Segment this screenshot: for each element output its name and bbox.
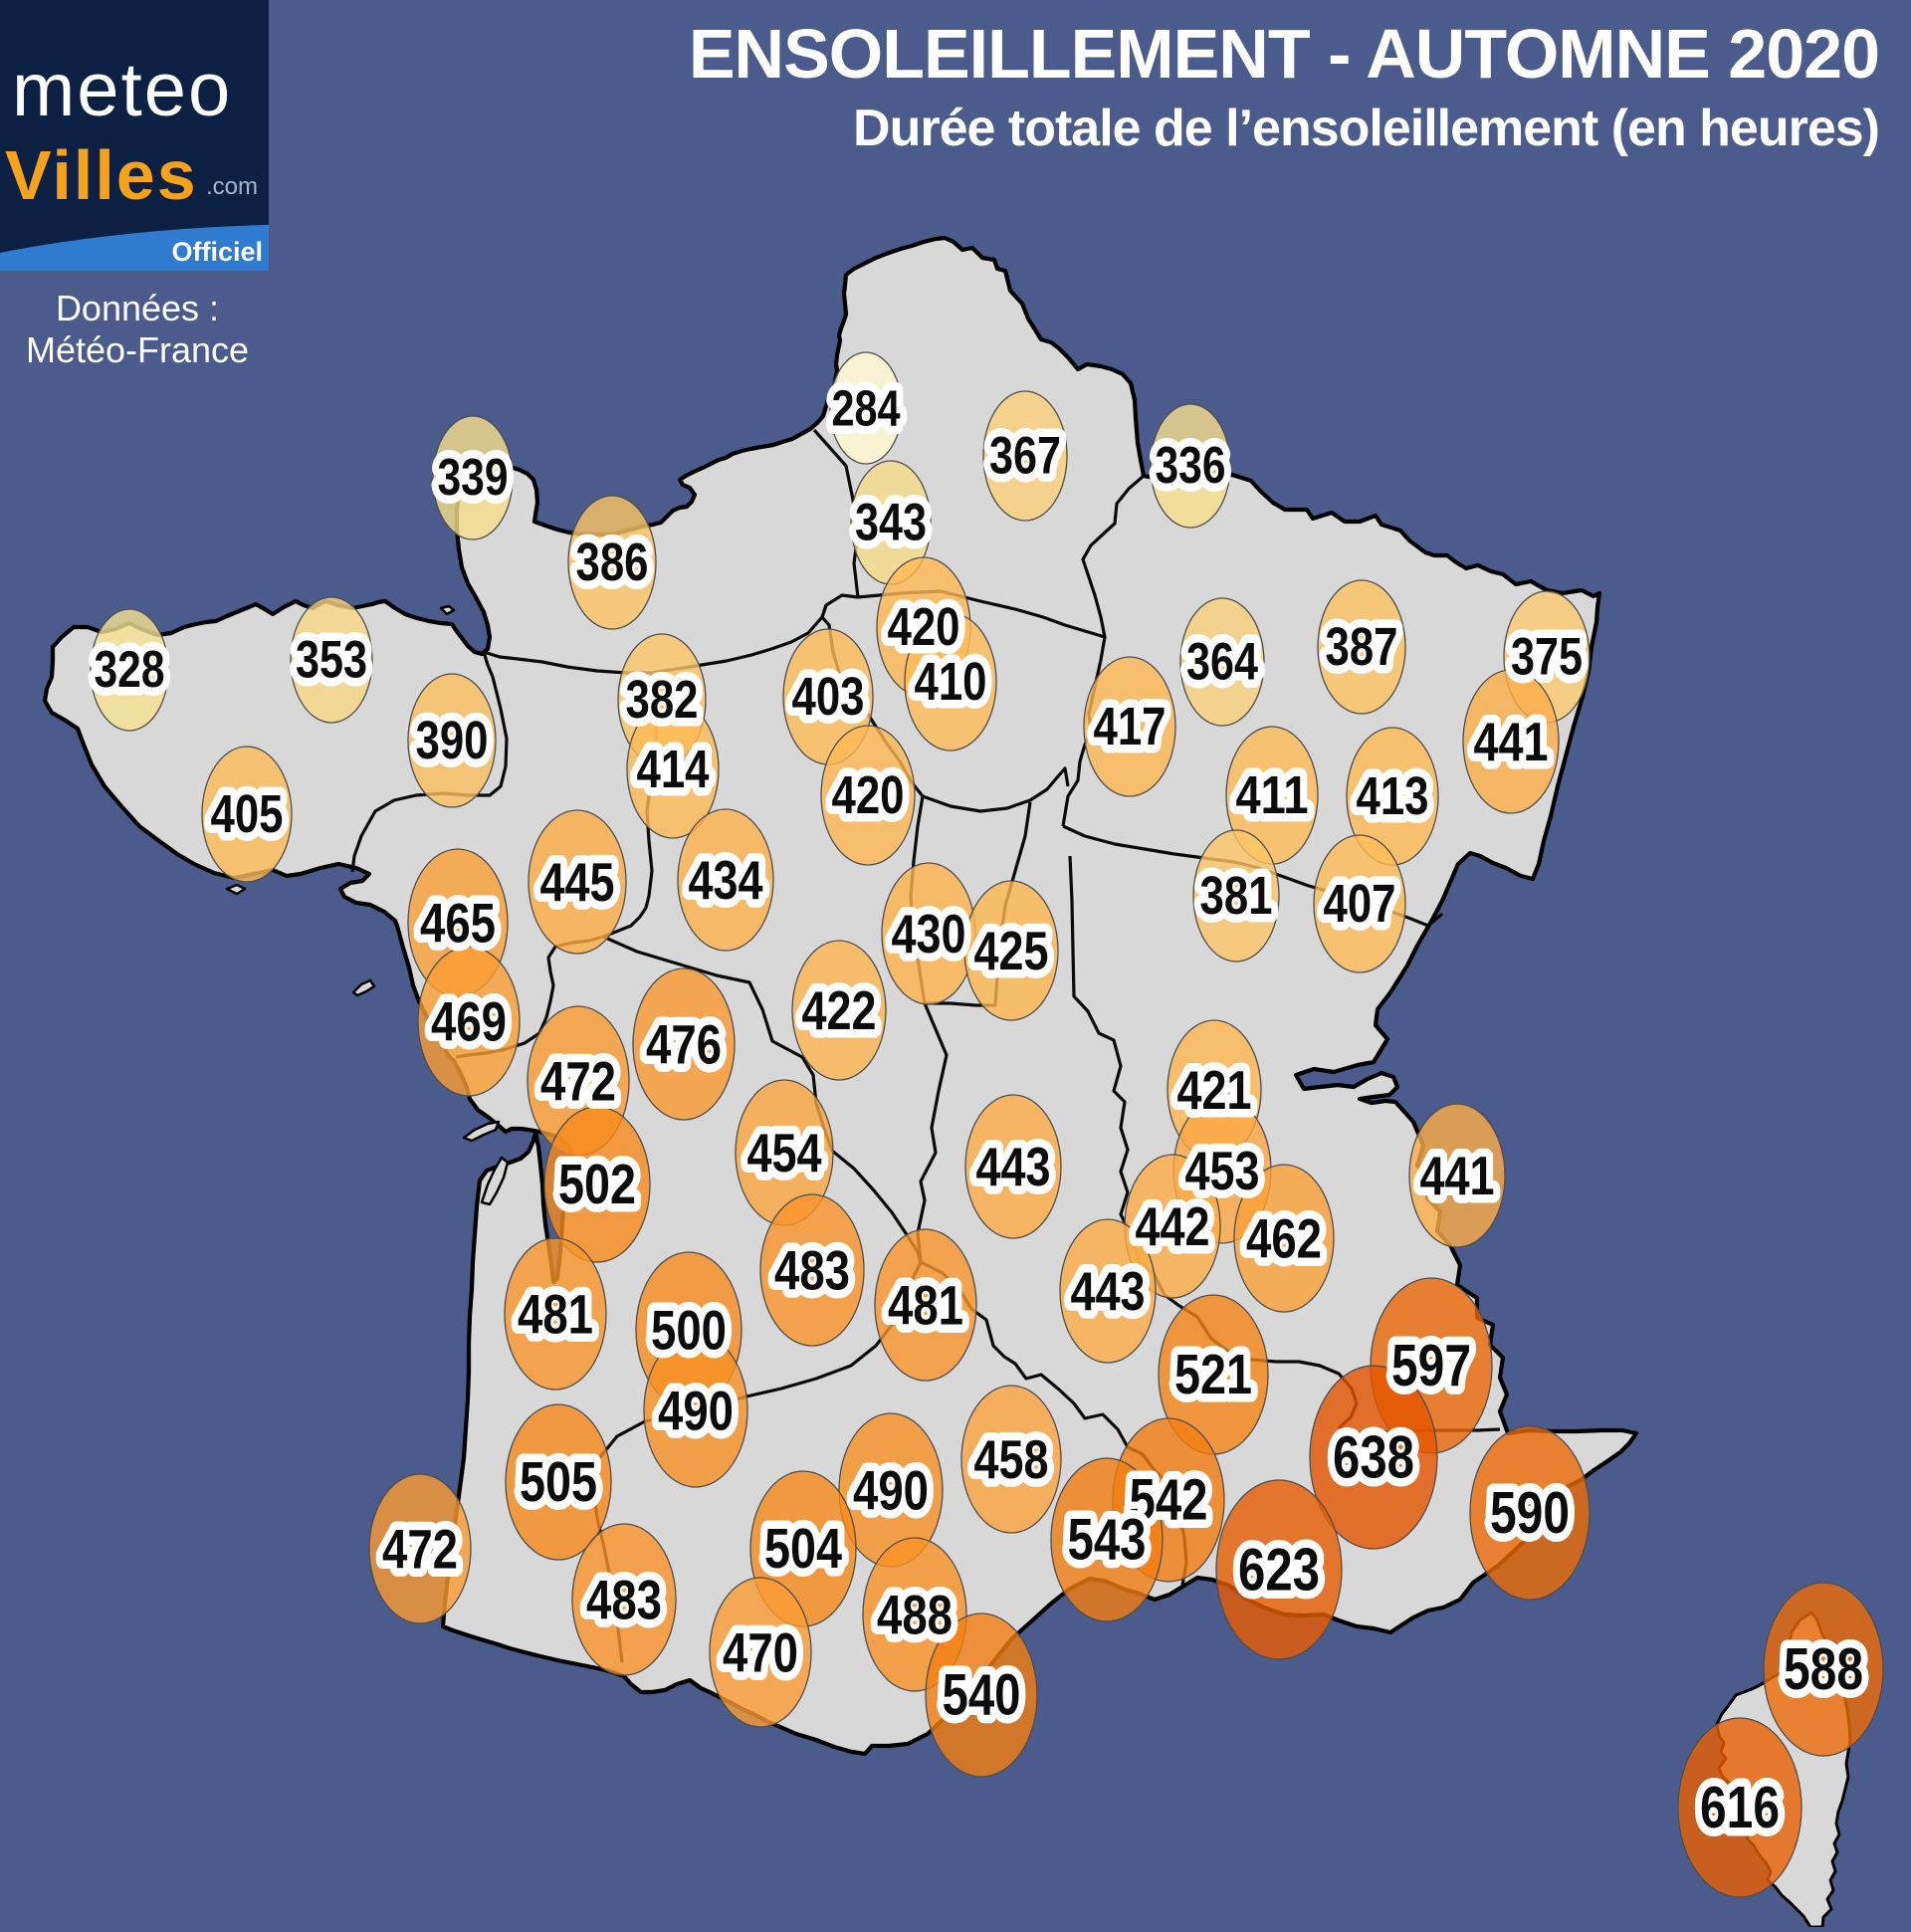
svg-text:343: 343 [855, 494, 927, 552]
svg-text:382: 382 [626, 670, 699, 730]
svg-text:481: 481 [518, 1283, 593, 1346]
svg-text:387: 387 [1326, 617, 1398, 677]
svg-text:469: 469 [431, 990, 507, 1053]
svg-text:458: 458 [974, 1428, 1049, 1490]
svg-text:328: 328 [95, 641, 165, 699]
svg-text:.com: .com [206, 173, 258, 200]
svg-text:353: 353 [296, 631, 367, 690]
svg-text:336: 336 [1156, 437, 1226, 495]
svg-text:542: 542 [1130, 1468, 1208, 1533]
svg-text:403: 403 [792, 667, 865, 727]
svg-text:505: 505 [520, 1450, 597, 1514]
svg-text:430: 430 [892, 903, 966, 965]
svg-text:Villes: Villes [5, 136, 198, 214]
svg-text:623: 623 [1238, 1537, 1320, 1604]
svg-text:meteo: meteo [12, 48, 232, 132]
svg-text:488: 488 [877, 1584, 953, 1646]
svg-text:Météo-France: Météo-France [26, 329, 249, 370]
svg-text:481: 481 [888, 1274, 963, 1337]
svg-text:284: 284 [832, 380, 902, 437]
svg-text:470: 470 [723, 1621, 798, 1684]
svg-text:Données :: Données : [56, 288, 219, 328]
svg-text:386: 386 [576, 533, 649, 592]
svg-text:465: 465 [420, 892, 496, 955]
svg-text:434: 434 [689, 849, 763, 911]
svg-text:405: 405 [211, 784, 284, 844]
svg-text:Durée totale de l’ensoleilleme: Durée totale de l’ensoleillement (en heu… [853, 100, 1879, 157]
svg-text:454: 454 [747, 1122, 822, 1183]
svg-text:638: 638 [1333, 1424, 1414, 1491]
svg-text:445: 445 [540, 851, 615, 913]
svg-text:476: 476 [646, 1013, 722, 1076]
svg-text:411: 411 [1236, 765, 1309, 825]
svg-text:425: 425 [974, 920, 1049, 981]
svg-text:441: 441 [1474, 711, 1549, 772]
svg-text:443: 443 [976, 1136, 1051, 1197]
svg-text:367: 367 [989, 427, 1061, 486]
svg-text:616: 616 [1700, 1775, 1780, 1840]
svg-text:Officiel: Officiel [171, 237, 263, 267]
svg-text:420: 420 [832, 765, 905, 825]
svg-text:490: 490 [658, 1380, 734, 1442]
svg-text:413: 413 [1357, 766, 1429, 826]
svg-text:442: 442 [1136, 1195, 1210, 1257]
svg-text:462: 462 [1246, 1207, 1322, 1270]
svg-text:443: 443 [1071, 1260, 1146, 1322]
svg-text:502: 502 [558, 1153, 636, 1216]
svg-text:414: 414 [637, 740, 710, 799]
svg-text:590: 590 [1490, 1480, 1570, 1546]
svg-text:441: 441 [1420, 1145, 1495, 1206]
svg-text:521: 521 [1174, 1343, 1252, 1406]
svg-text:375: 375 [1511, 628, 1583, 687]
svg-text:597: 597 [1391, 1333, 1471, 1398]
svg-text:504: 504 [764, 1517, 842, 1581]
svg-text:500: 500 [651, 1299, 727, 1362]
svg-text:543: 543 [1068, 1508, 1147, 1573]
svg-text:588: 588 [1784, 1636, 1863, 1702]
svg-text:472: 472 [382, 1518, 458, 1581]
svg-text:540: 540 [943, 1663, 1021, 1728]
svg-text:ENSOLEILLEMENT - AUTOMNE 2020: ENSOLEILLEMENT - AUTOMNE 2020 [689, 15, 1879, 93]
svg-text:417: 417 [1094, 697, 1167, 756]
svg-text:339: 339 [438, 449, 509, 507]
svg-text:453: 453 [1185, 1140, 1260, 1201]
svg-text:490: 490 [853, 1459, 929, 1522]
svg-text:364: 364 [1186, 633, 1258, 692]
svg-text:483: 483 [586, 1569, 662, 1631]
svg-text:483: 483 [774, 1239, 850, 1302]
svg-text:390: 390 [416, 711, 489, 770]
svg-text:472: 472 [540, 1050, 616, 1113]
svg-text:422: 422 [802, 979, 877, 1041]
svg-text:420: 420 [888, 597, 960, 657]
svg-text:410: 410 [915, 652, 987, 712]
svg-text:381: 381 [1200, 866, 1273, 926]
svg-text:421: 421 [1177, 1059, 1252, 1121]
svg-text:407: 407 [1324, 874, 1396, 934]
